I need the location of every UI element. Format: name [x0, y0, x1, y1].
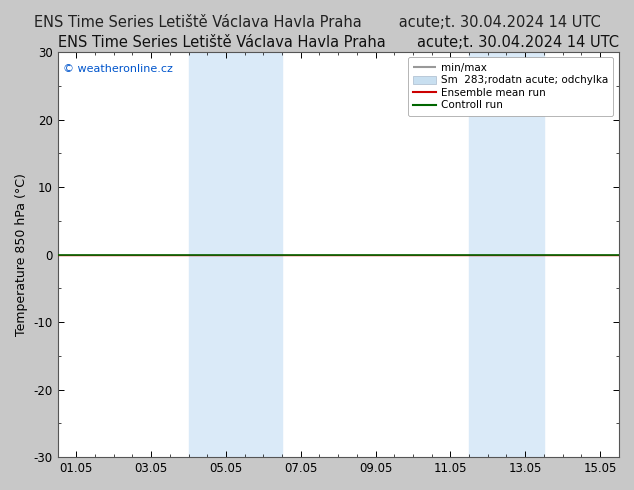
Text: acute;t. 30.04.2024 14 UTC: acute;t. 30.04.2024 14 UTC: [417, 35, 619, 49]
Text: ENS Time Series Letiště Václava Havla Praha: ENS Time Series Letiště Václava Havla Pr…: [58, 35, 385, 49]
Text: ENS Time Series Letiště Václava Havla Praha        acute;t. 30.04.2024 14 UTC: ENS Time Series Letiště Václava Havla Pr…: [34, 15, 600, 30]
Legend: min/max, Sm  283;rodatn acute; odchylka, Ensemble mean run, Controll run: min/max, Sm 283;rodatn acute; odchylka, …: [408, 57, 614, 116]
Bar: [188, 52, 282, 457]
Y-axis label: Temperature 850 hPa (°C): Temperature 850 hPa (°C): [15, 173, 28, 336]
Text: © weatheronline.cz: © weatheronline.cz: [63, 64, 173, 74]
Bar: [469, 52, 544, 457]
